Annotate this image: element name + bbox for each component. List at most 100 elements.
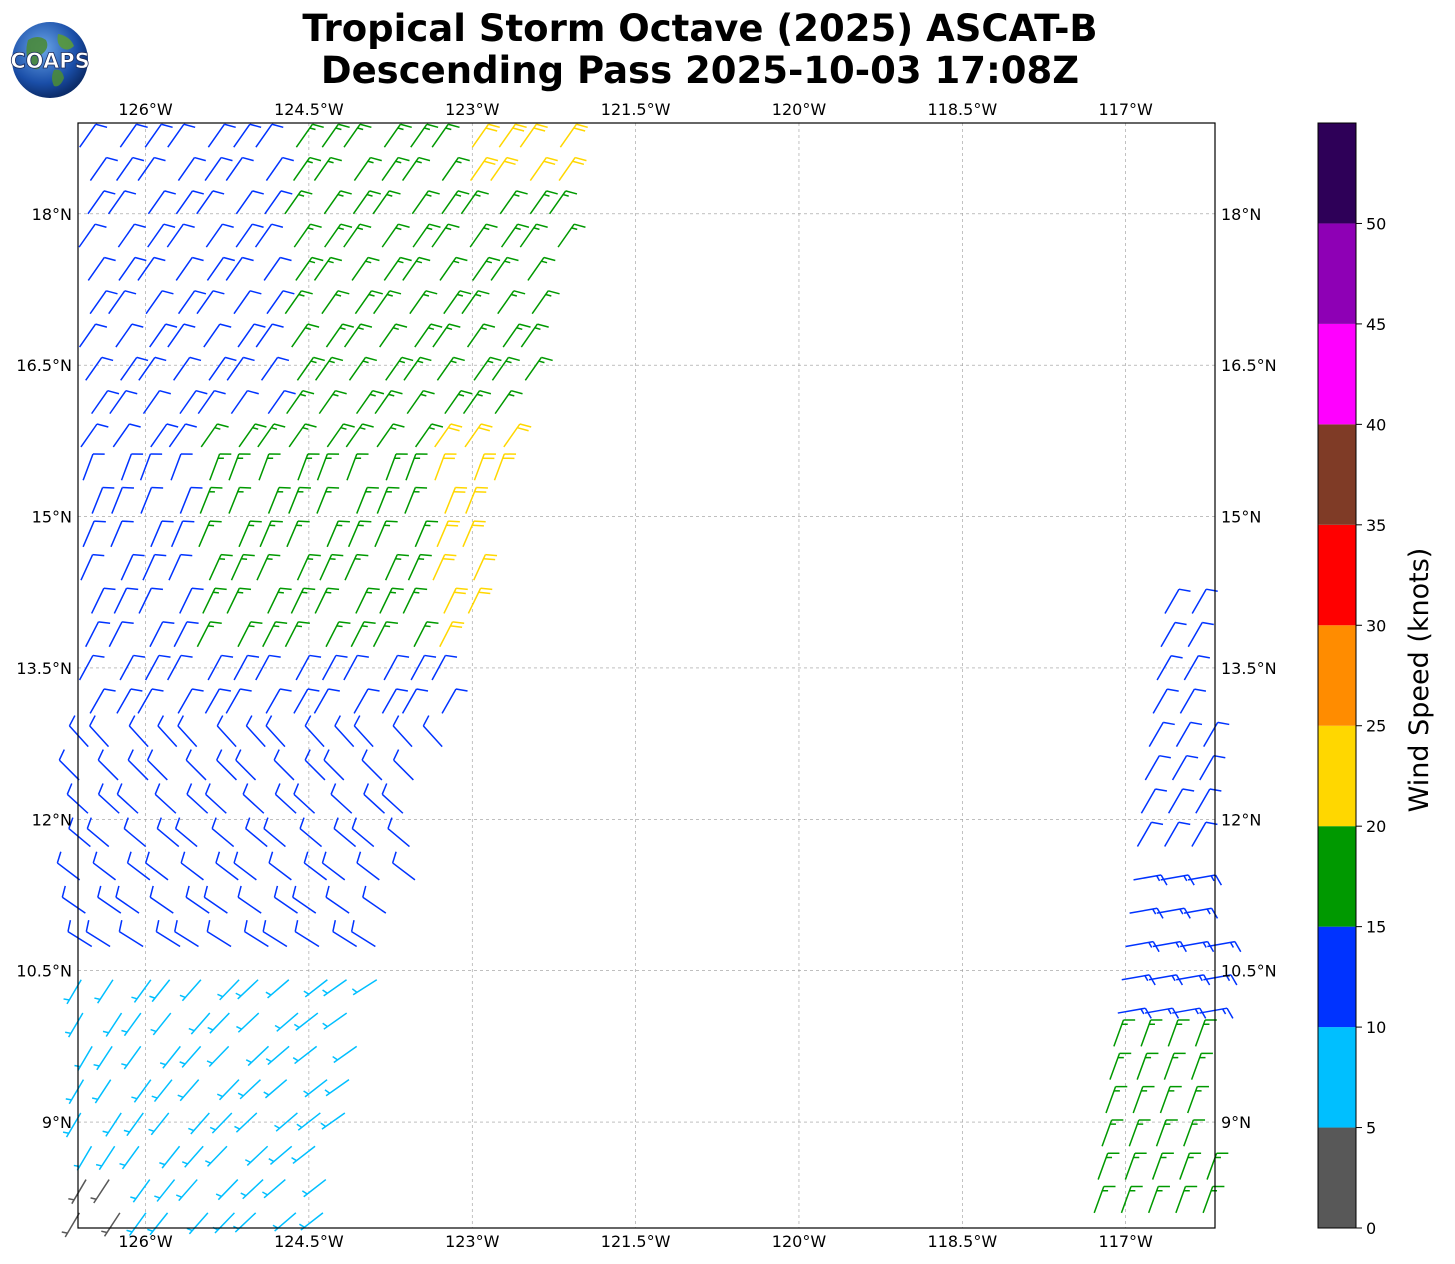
wind-barb	[256, 553, 281, 581]
wind-barb	[402, 256, 431, 281]
wind-barb	[146, 749, 168, 781]
wind-barb	[524, 356, 553, 381]
wind-barb	[157, 715, 178, 748]
wind-barb	[150, 423, 179, 448]
wind-barb	[177, 715, 198, 748]
wind-barb	[173, 356, 202, 381]
wind-barb	[351, 979, 378, 996]
wind-barb	[1129, 907, 1164, 919]
wind-barb	[180, 851, 204, 881]
wind-barb	[203, 323, 232, 348]
wind-barb	[119, 654, 146, 681]
wind-barb	[473, 553, 498, 581]
wind-barb	[85, 356, 114, 381]
wind-barb	[137, 256, 166, 281]
wind-barb	[266, 290, 295, 315]
colorbar-segment	[1318, 926, 1356, 1028]
wind-barb	[244, 1145, 269, 1167]
wind-barb	[1125, 940, 1160, 953]
wind-barb	[235, 749, 257, 781]
wind-barb	[498, 123, 527, 148]
wind-barb	[177, 290, 207, 315]
lat-tick-label-right: 16.5°N	[1221, 356, 1277, 375]
wind-barb	[226, 587, 252, 614]
wind-barb	[206, 256, 235, 281]
wind-barb	[73, 1145, 93, 1171]
wind-barb	[346, 453, 369, 481]
wind-barb	[402, 587, 428, 614]
wind-barb	[188, 1012, 211, 1035]
wind-barb	[197, 389, 226, 415]
wind-barb	[297, 453, 320, 481]
wind-barb	[444, 486, 468, 514]
wind-barb	[313, 256, 343, 281]
wind-barb	[469, 223, 498, 248]
lon-tick-label-bottom: 118.5°W	[928, 1232, 998, 1251]
wind-barb	[490, 156, 519, 181]
wind-barb	[431, 123, 460, 148]
wind-barb	[466, 323, 496, 348]
wind-barb	[557, 223, 586, 248]
wind-barb	[148, 1112, 170, 1136]
wind-barb	[303, 1079, 328, 1098]
wind-barb	[68, 1179, 87, 1205]
wind-barb	[502, 323, 531, 348]
wind-barb	[233, 290, 262, 315]
wind-barb	[85, 920, 111, 948]
wind-barb	[119, 123, 148, 148]
wind-barb	[207, 123, 236, 148]
wind-barb	[268, 851, 292, 881]
wind-barb	[1176, 974, 1211, 986]
wind-barb	[228, 453, 251, 481]
wind-barb	[284, 290, 313, 315]
wind-barb	[432, 553, 457, 581]
wind-barb	[121, 1012, 142, 1037]
colorbar-segment	[1318, 223, 1356, 324]
wind-barb	[351, 817, 375, 848]
wind-barb	[384, 553, 409, 581]
wind-barb	[469, 156, 499, 181]
wind-barb	[149, 979, 171, 1003]
wind-barb	[519, 123, 548, 148]
wind-barb	[235, 190, 264, 215]
wind-barb	[1187, 621, 1214, 648]
wind-barb	[296, 553, 321, 581]
wind-barb	[97, 783, 120, 814]
wind-barb	[216, 749, 238, 781]
wind-barb	[238, 423, 267, 448]
wind-barb	[436, 356, 465, 381]
wind-barb	[295, 123, 324, 148]
wind-barb	[147, 223, 176, 248]
wind-barb	[97, 749, 119, 781]
wind-barb	[209, 453, 232, 481]
colorbar-tick-label: 40	[1366, 415, 1386, 434]
wind-barb	[292, 885, 317, 914]
wind-barb	[237, 885, 262, 914]
wind-barb	[262, 621, 288, 648]
wind-barb	[126, 851, 151, 881]
lon-tick-label-top: 117°W	[1099, 100, 1154, 119]
wind-barb	[290, 587, 316, 614]
wind-barb	[383, 123, 412, 148]
wind-barb	[208, 356, 237, 381]
lat-tick-label-left: 13.5°N	[16, 659, 72, 678]
wind-barb	[1117, 1007, 1152, 1019]
wind-barb	[471, 123, 500, 148]
wind-barb	[68, 817, 91, 848]
wind-barb	[119, 1145, 140, 1170]
wind-barb	[1151, 1152, 1174, 1180]
wind-barb	[1136, 1052, 1159, 1080]
wind-barb	[108, 621, 134, 648]
wind-barb	[262, 920, 288, 948]
wind-barb	[405, 453, 428, 481]
wind-barb	[179, 389, 208, 415]
wind-barb	[147, 190, 176, 215]
wind-barb	[1160, 621, 1187, 648]
wind-barb	[144, 123, 173, 148]
wind-barb	[352, 190, 381, 215]
wind-barb	[1136, 821, 1164, 847]
wind-barb	[326, 520, 350, 548]
wind-barb	[354, 290, 383, 315]
wind-barb	[1156, 655, 1183, 681]
